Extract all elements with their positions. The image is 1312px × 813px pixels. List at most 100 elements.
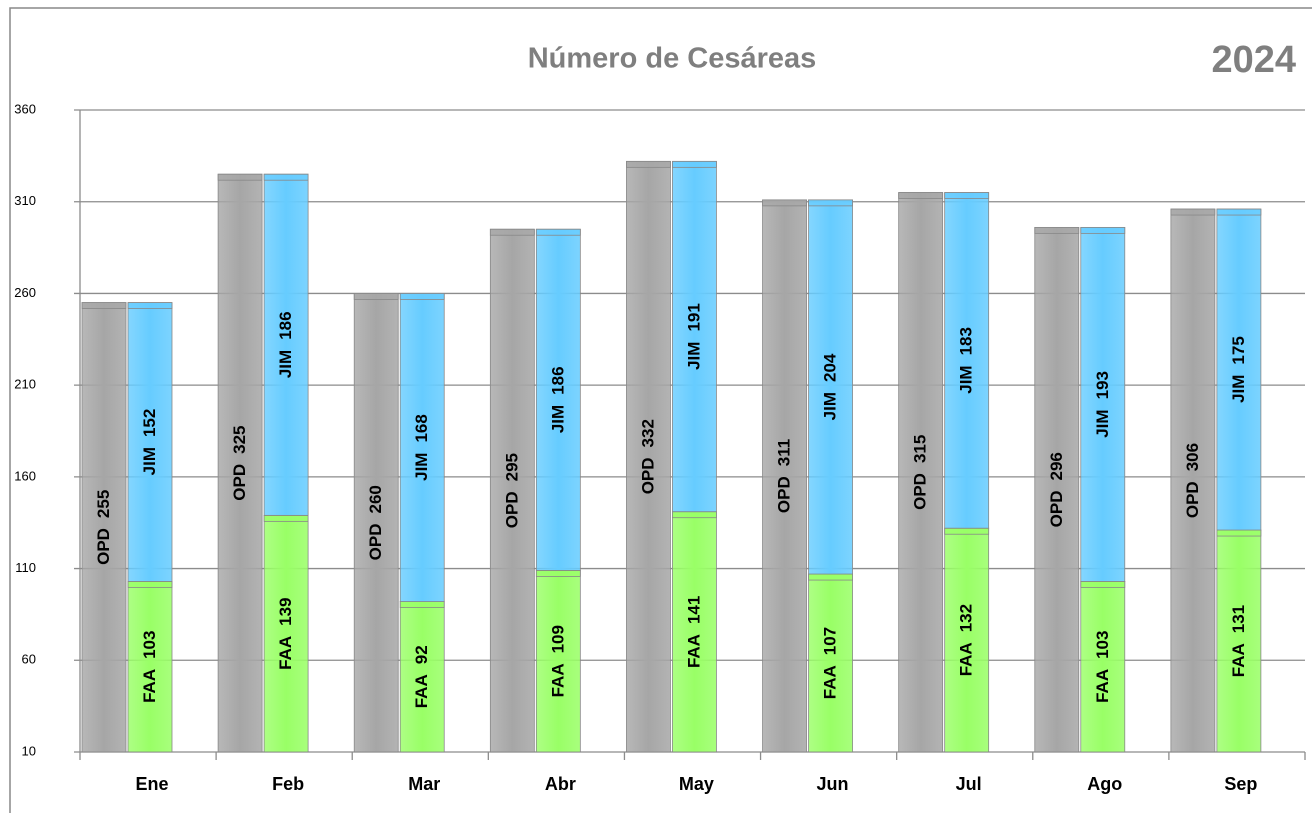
bar-cap xyxy=(353,293,399,300)
x-tick-label: Jul xyxy=(956,774,982,794)
bar-cap xyxy=(535,570,581,577)
bar-cap xyxy=(1216,529,1262,537)
bar xyxy=(353,293,399,753)
bar xyxy=(1216,529,1262,753)
data-label: OPD 296 xyxy=(1047,452,1066,527)
label-name: JIM xyxy=(1093,409,1112,437)
bar xyxy=(263,173,309,516)
data-label: JIM 204 xyxy=(821,353,840,420)
label-value: 332 xyxy=(639,419,658,447)
bar xyxy=(808,199,853,575)
label-value: 186 xyxy=(549,366,568,394)
label-name: OPD xyxy=(639,457,658,494)
label-name: JIM xyxy=(821,392,840,420)
data-label: FAA 132 xyxy=(957,604,976,676)
bar xyxy=(81,302,127,753)
y-tick-label: 310 xyxy=(14,193,36,208)
x-tick-label: Ago xyxy=(1087,774,1122,794)
data-label: OPD 306 xyxy=(1183,443,1202,518)
chart-title: Número de Cesáreas xyxy=(528,43,817,75)
label-value: 311 xyxy=(775,439,794,466)
label-name: JIM xyxy=(277,350,296,378)
bar-cap xyxy=(81,302,127,310)
data-label: OPD 255 xyxy=(94,490,113,565)
data-label: JIM 168 xyxy=(413,414,432,481)
bar-cap xyxy=(399,601,445,608)
year-annotation: 2024 xyxy=(1211,39,1296,81)
label-value: 183 xyxy=(957,327,976,355)
label-name: FAA xyxy=(1229,643,1248,677)
bar-cap xyxy=(1080,226,1126,234)
data-label: FAA 141 xyxy=(685,596,704,668)
label-name: OPD xyxy=(94,528,113,565)
bar-cap xyxy=(944,192,990,199)
label-value: 186 xyxy=(277,311,296,339)
data-label: OPD 295 xyxy=(503,453,522,528)
bar xyxy=(399,293,445,602)
bar-cap xyxy=(263,514,309,522)
bar-cap xyxy=(672,160,717,168)
bar-cap xyxy=(898,192,944,199)
bar-cap xyxy=(762,199,807,207)
label-name: FAA xyxy=(957,642,976,676)
label-value: 295 xyxy=(503,453,522,481)
x-tick-label: Mar xyxy=(408,774,440,794)
bar xyxy=(626,160,671,753)
bar-cap xyxy=(1034,226,1080,234)
label-name: OPD xyxy=(1183,481,1202,518)
bar-cap xyxy=(1170,208,1216,216)
label-value: 193 xyxy=(1093,371,1112,399)
label-name: OPD xyxy=(231,464,250,501)
data-label: OPD 311 xyxy=(775,439,794,513)
y-tick-label: 110 xyxy=(15,560,36,575)
data-label: JIM 183 xyxy=(957,327,976,394)
data-label: OPD 260 xyxy=(367,485,386,560)
bar xyxy=(1170,208,1216,753)
bar-cap xyxy=(127,581,173,588)
bar xyxy=(535,570,581,753)
bar-cap xyxy=(217,173,263,181)
data-label: OPD 325 xyxy=(231,425,250,500)
bar xyxy=(672,160,717,513)
bar xyxy=(535,228,581,571)
data-label: FAA 103 xyxy=(140,631,159,703)
label-name: FAA xyxy=(140,669,159,703)
label-value: 296 xyxy=(1047,452,1066,480)
data-label: FAA 139 xyxy=(277,598,296,670)
bar-cap xyxy=(626,160,671,168)
bar xyxy=(898,192,944,753)
label-name: FAA xyxy=(413,674,432,708)
bar xyxy=(1080,581,1126,753)
label-value: 191 xyxy=(685,303,704,331)
bar xyxy=(1034,226,1080,753)
bar xyxy=(1216,208,1262,531)
data-label: OPD 315 xyxy=(911,435,930,510)
y-tick-label: 360 xyxy=(14,101,36,116)
label-name: FAA xyxy=(685,634,704,668)
bar xyxy=(127,581,173,753)
bar-cap xyxy=(489,228,535,236)
data-label: JIM 152 xyxy=(140,409,159,476)
label-name: JIM xyxy=(140,447,159,475)
data-label: JIM 191 xyxy=(685,303,704,370)
bar xyxy=(672,511,717,753)
label-value: 175 xyxy=(1229,336,1248,364)
label-value: 107 xyxy=(821,627,840,655)
data-label: FAA 109 xyxy=(549,625,568,697)
bar xyxy=(399,601,445,753)
label-name: OPD xyxy=(367,523,386,560)
label-name: JIM xyxy=(549,405,568,433)
data-label: FAA 92 xyxy=(413,645,432,708)
bar-cap xyxy=(535,228,581,236)
data-label: JIM 193 xyxy=(1093,371,1112,438)
label-value: 152 xyxy=(140,409,159,437)
y-tick-label: 60 xyxy=(22,652,36,667)
label-name: JIM xyxy=(685,342,704,370)
label-value: 141 xyxy=(685,596,704,624)
y-tick-label: 10 xyxy=(22,743,36,758)
x-tick-label: Sep xyxy=(1224,774,1257,794)
bar-cap xyxy=(944,527,990,535)
x-tick-label: Ene xyxy=(135,774,168,794)
label-value: 260 xyxy=(367,485,386,513)
bar xyxy=(217,173,263,753)
